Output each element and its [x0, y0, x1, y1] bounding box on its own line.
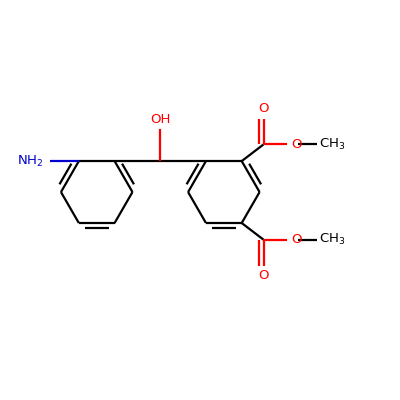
Text: O: O: [258, 270, 269, 282]
Text: O: O: [291, 138, 302, 151]
Text: CH$_3$: CH$_3$: [319, 137, 346, 152]
Text: O: O: [291, 233, 302, 246]
Text: CH$_3$: CH$_3$: [319, 232, 346, 247]
Text: O: O: [258, 102, 269, 115]
Text: NH$_2$: NH$_2$: [17, 154, 43, 169]
Text: OH: OH: [150, 113, 170, 126]
